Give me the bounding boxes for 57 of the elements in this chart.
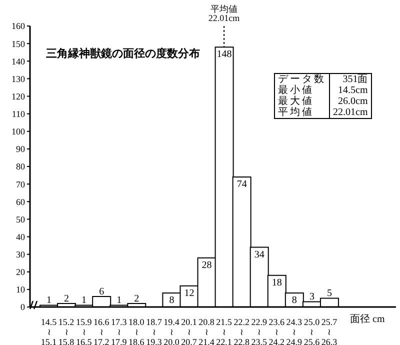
y-tick-label: 40 [16, 232, 26, 242]
data-label: 28 [202, 260, 212, 271]
x-tick-label: 14.5 ≀ 15.1 [40, 317, 58, 345]
data-label: 1 [82, 295, 87, 306]
y-tick-label: 30 [16, 250, 26, 260]
y-tick-label: 10 [16, 284, 26, 295]
y-tick-label: 110 [12, 109, 26, 120]
x-tick-label: 16.6 ≀ 17.2 [93, 317, 110, 345]
data-label: 2 [64, 293, 70, 304]
text: 最小値 14.5cm [278, 85, 368, 96]
y-tick-label: 60 [16, 196, 26, 207]
y-tick-label: 120 [12, 91, 26, 102]
data-label: 18 [272, 277, 282, 288]
x-tick-label: 21.5 ≀ 22.1 [216, 317, 232, 345]
x-tick-label: 25.0 ≀ 25.6 [304, 317, 320, 345]
data-label: 6 [99, 286, 104, 298]
x-tick-label: 18.7 ≀ 19.3 [146, 317, 162, 345]
data-label: 8 [292, 294, 297, 306]
x-tick-label: 25.7 ≀ 26.3 [321, 317, 338, 345]
y-tick-label: 70 [16, 179, 26, 190]
data-label: 74 [236, 179, 247, 190]
y-tick-label: 150 [12, 38, 26, 49]
x-tick-label: 19.4 ≀ 20.0 [164, 317, 180, 345]
data-label: 5 [326, 288, 332, 300]
text: 平均値 22.01cm [278, 107, 368, 118]
x-tick-label: 23.6 ≀ 24.2 [268, 317, 286, 345]
y-tick-label: 20 [16, 267, 26, 278]
x-tick-label: 15.9 ≀ 16.5 [76, 317, 92, 345]
y-tick-label: 130 [12, 74, 26, 84]
data-label: 8 [169, 294, 174, 306]
y-tick-label: 140 [12, 56, 26, 66]
x-tick-label: 17.3 ≀ 17.9 [111, 317, 128, 345]
x-tick-label: 24.3 ≀ 24.9 [286, 317, 303, 345]
y-tick-label: 0 [20, 302, 26, 312]
y-tick-label: 100 [12, 126, 26, 137]
x-tick-label: 15.2 ≀ 15.8 [58, 317, 75, 345]
data-label: 1 [46, 295, 52, 306]
y-tick-label: 90 [16, 144, 26, 154]
x-tick-label: 18.0 ≀ 18.6 [128, 317, 145, 345]
x-tick-label: 20.8 ≀ 21.4 [198, 317, 215, 345]
x-axis-title: 面径 cm [350, 313, 385, 326]
data-label: 1 [116, 295, 122, 306]
x-tick-label: 22.2 ≀ 22.8 [234, 317, 250, 345]
text: 三角縁神獣鏡の面径の度数分布 [46, 46, 200, 61]
ref-line-label: 平均値 22.01cm [208, 4, 240, 23]
y-tick-label: 160 [12, 21, 26, 32]
text: 最大値 26.0cm [278, 96, 368, 107]
data-label: 2 [134, 293, 140, 304]
data-label: 148 [216, 49, 232, 60]
text: データ数 351面 [278, 74, 368, 85]
data-label: 3 [309, 292, 314, 303]
data-label: 12 [184, 288, 194, 299]
data-label: 34 [254, 249, 264, 260]
x-tick-label: 20.1 ≀ 20.7 [181, 317, 198, 345]
y-tick-label: 80 [16, 162, 26, 172]
y-tick-label: 50 [16, 214, 26, 224]
x-tick-label: 22.9 ≀ 23.5 [251, 317, 268, 345]
